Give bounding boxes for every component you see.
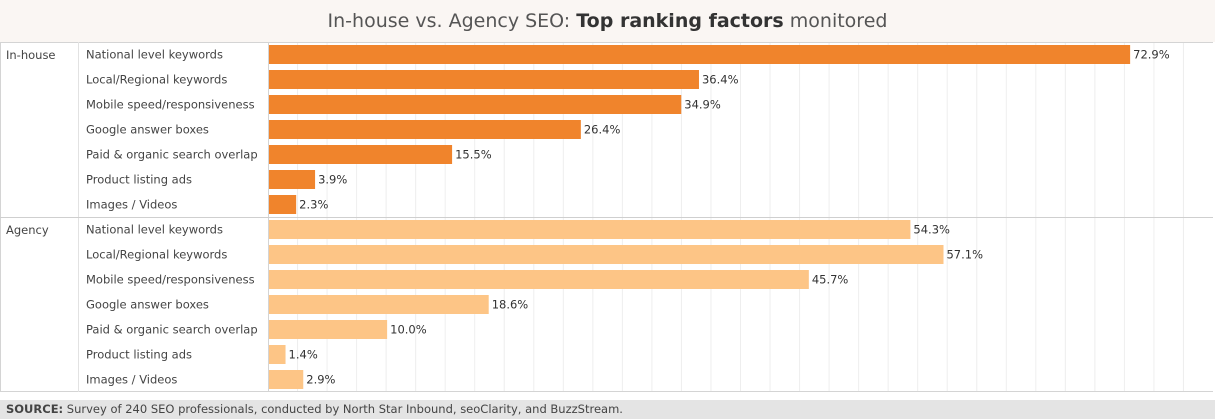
category-label: Google answer boxes (86, 298, 209, 312)
category-label: Product listing ads (86, 173, 192, 187)
bar (269, 345, 286, 364)
data-label: 36.4% (702, 73, 739, 87)
category-label: Images / Videos (86, 198, 177, 212)
source-text: Survey of 240 SEO professionals, conduct… (63, 402, 623, 416)
bar (269, 145, 453, 164)
bar (269, 295, 489, 314)
chart-title-suffix: monitored (783, 10, 888, 32)
data-label: 2.3% (299, 198, 328, 212)
bar (269, 320, 388, 339)
category-label: Images / Videos (86, 373, 177, 387)
bar (269, 270, 809, 289)
bar (269, 220, 911, 239)
category-label: Local/Regional keywords (86, 73, 227, 87)
bar (269, 370, 304, 389)
bar-chart: In-house National level keywords 72.9% Loca… (0, 42, 1213, 392)
bar (269, 245, 944, 264)
data-label: 15.5% (455, 148, 492, 162)
data-label: 26.4% (584, 123, 621, 137)
data-label: 1.4% (289, 348, 318, 362)
bar (269, 170, 316, 189)
data-label: 3.9% (318, 173, 347, 187)
source-footer: SOURCE: Survey of 240 SEO professionals,… (0, 400, 1215, 419)
category-label: National level keywords (86, 48, 223, 62)
bar (269, 95, 682, 114)
chart-title-prefix: In-house vs. Agency SEO: (327, 10, 577, 32)
data-label: 2.9% (306, 373, 335, 387)
chart-title: In-house vs. Agency SEO: Top ranking fac… (0, 0, 1215, 42)
chart-title-bold: Top ranking factors (576, 10, 784, 32)
category-label: Paid & organic search overlap (86, 148, 258, 162)
chart-area: In-house National level keywords 72.9% Loca… (0, 42, 1215, 394)
bar (269, 70, 699, 89)
data-label: 18.6% (492, 298, 529, 312)
bar (269, 195, 297, 214)
source-label: SOURCE: (6, 402, 64, 416)
category-label: National level keywords (86, 223, 223, 237)
data-label: 72.9% (1133, 48, 1170, 62)
data-label: 34.9% (684, 98, 721, 112)
bar (269, 45, 1131, 64)
data-label: 45.7% (812, 273, 849, 287)
category-label: Mobile speed/responsiveness (86, 273, 255, 287)
category-label: Google answer boxes (86, 123, 209, 137)
group-label: Agency (6, 223, 49, 237)
data-label: 10.0% (390, 323, 427, 337)
data-label: 54.3% (913, 223, 950, 237)
category-label: Paid & organic search overlap (86, 323, 258, 337)
data-label: 57.1% (946, 248, 983, 262)
category-label: Mobile speed/responsiveness (86, 98, 255, 112)
bar (269, 120, 581, 139)
category-label: Product listing ads (86, 348, 192, 362)
category-label: Local/Regional keywords (86, 248, 227, 262)
group-label: In-house (6, 48, 56, 62)
